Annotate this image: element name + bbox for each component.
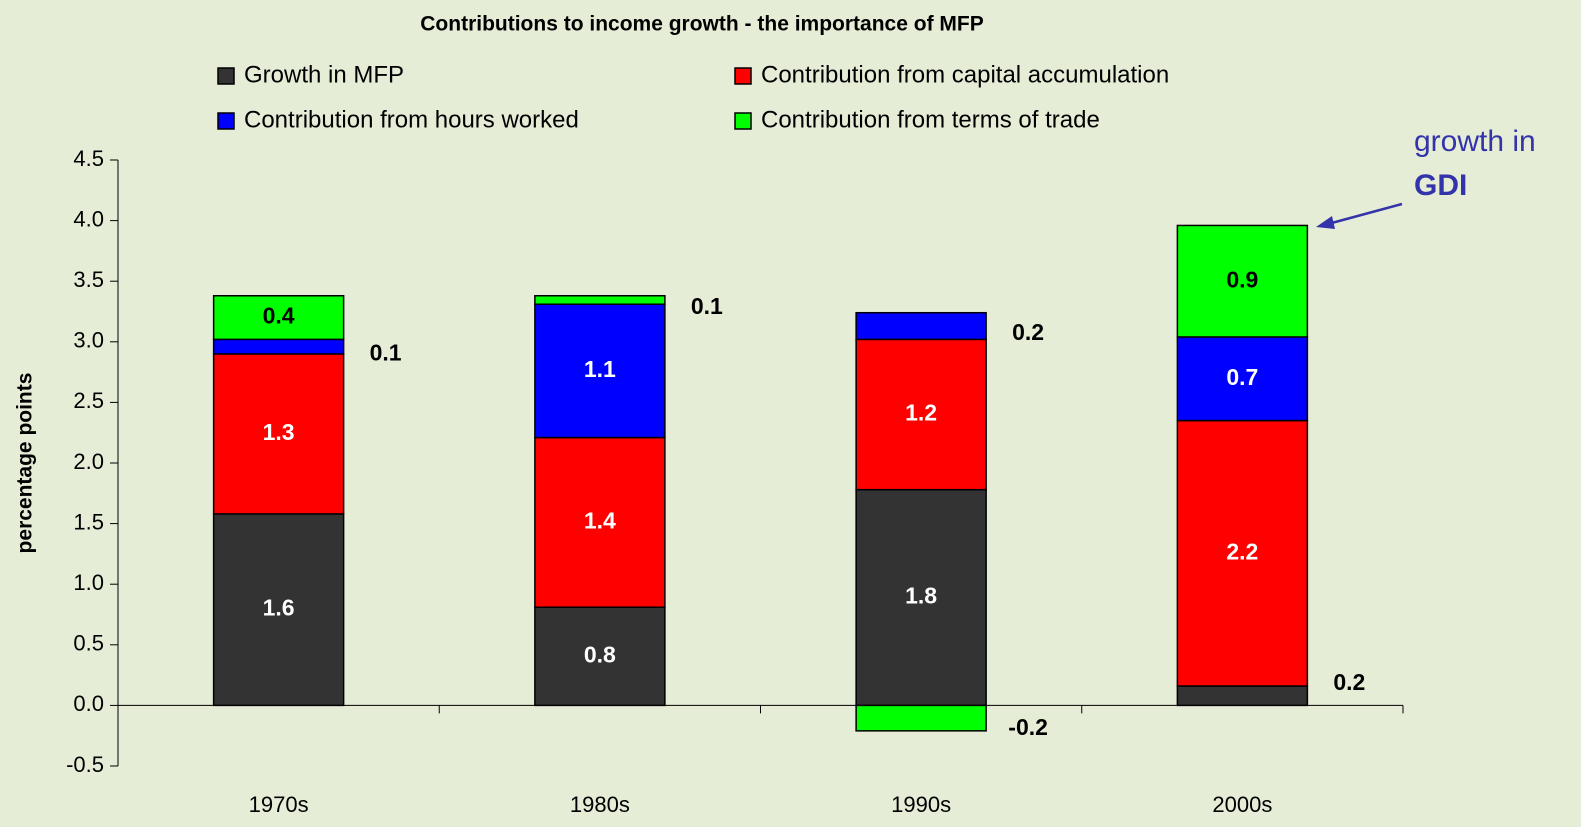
data-label: 0.4 (263, 303, 295, 329)
y-tick-label: 3.0 (73, 328, 104, 353)
bar-segment (212, 513, 345, 707)
data-label: 0.2 (1333, 669, 1365, 695)
data-label: 0.9 (1226, 266, 1258, 292)
data-label: 1.2 (905, 400, 937, 426)
y-tick-label: -0.5 (66, 752, 104, 777)
y-tick-label: 3.5 (73, 267, 104, 292)
x-tick-label: 1970s (249, 792, 309, 817)
chart-title: Contributions to income growth - the imp… (420, 13, 983, 36)
bar-segment (855, 311, 987, 341)
data-label: 0.2 (1012, 319, 1044, 345)
y-tick-label: 4.5 (73, 146, 104, 171)
legend-swatch (734, 67, 752, 85)
bar-segment (855, 704, 987, 732)
legend-swatch (217, 112, 235, 130)
bar-segment (534, 606, 666, 707)
data-label: 1.8 (905, 583, 937, 609)
bar-segment (1176, 419, 1309, 687)
legend-label: Contribution from capital accumulation (761, 61, 1169, 88)
bar-segment (534, 294, 666, 305)
bar-segment (1176, 685, 1309, 707)
annotation: GDI (1414, 169, 1467, 202)
data-label: 0.1 (691, 293, 723, 319)
y-tick-label: 1.0 (73, 570, 104, 595)
data-label: 2.2 (1226, 538, 1258, 564)
bar-segment (534, 436, 666, 608)
bar-segment (855, 488, 987, 707)
x-tick-label: 2000s (1212, 792, 1272, 817)
y-tick-label: 0.5 (73, 631, 104, 656)
y-tick-label: 1.5 (73, 509, 104, 534)
legend-label: Contribution from terms of trade (761, 106, 1100, 133)
legend-label: Growth in MFP (244, 61, 404, 88)
bar-segment (855, 338, 987, 491)
data-label: 0.8 (584, 641, 616, 667)
bar-segment (212, 294, 345, 341)
data-label: 0.7 (1226, 364, 1258, 390)
data-label: 1.6 (263, 595, 295, 621)
y-tick-label: 4.0 (73, 206, 104, 231)
legend-swatch (217, 67, 235, 85)
legend-swatch (734, 112, 752, 130)
bar-segment (1176, 224, 1309, 338)
data-label: -0.2 (1008, 714, 1048, 740)
y-tick-label: 2.0 (73, 449, 104, 474)
annotation-arrowhead (1316, 216, 1335, 229)
x-tick-label: 1980s (570, 792, 630, 817)
data-label: 1.3 (263, 419, 295, 445)
data-label: 1.4 (584, 507, 616, 533)
annotation: growth in (1414, 125, 1536, 158)
legend-label: Contribution from hours worked (244, 106, 579, 133)
y-axis-title: percentage points (14, 373, 37, 554)
bar-segment (1176, 336, 1309, 422)
bar-segment (212, 338, 345, 355)
data-label: 1.1 (584, 356, 616, 382)
annotation-arrow (1327, 202, 1403, 226)
y-tick-label: 0.0 (73, 691, 104, 716)
y-tick-label: 2.5 (73, 388, 104, 413)
data-label: 0.1 (370, 340, 402, 366)
bar-segment (212, 353, 345, 515)
bar-segment (534, 303, 666, 439)
x-tick-label: 1990s (891, 792, 951, 817)
